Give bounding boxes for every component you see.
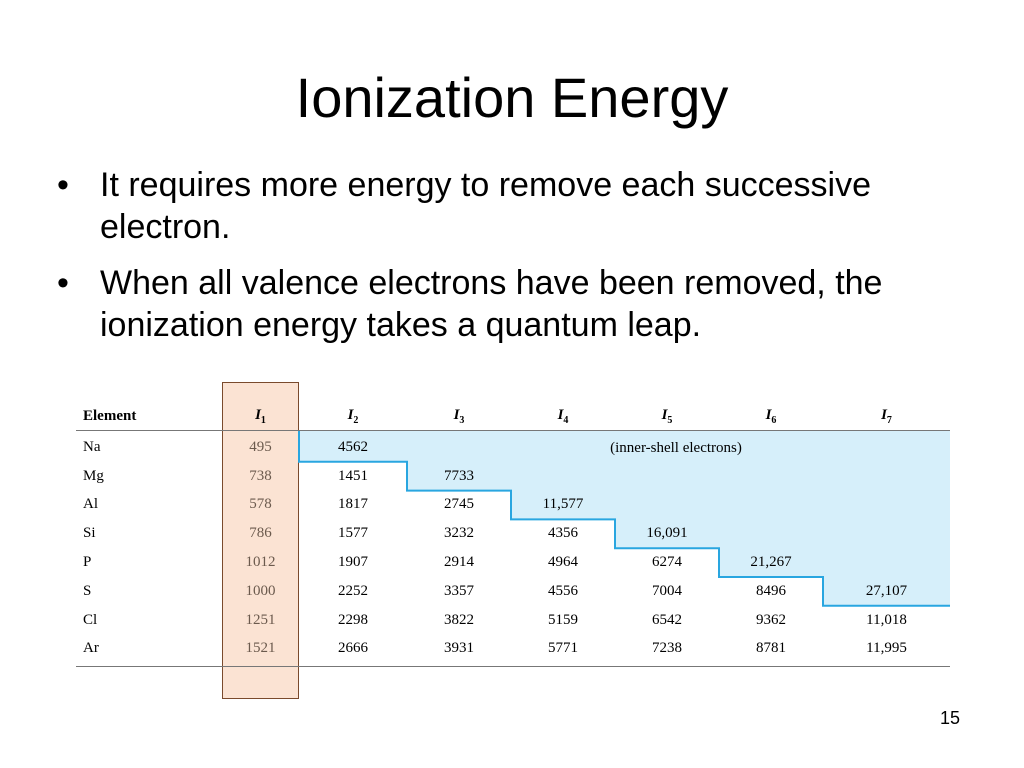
energy-cell-i2: 1577 xyxy=(338,525,368,542)
table-row: Mg 738 1451 7733 xyxy=(76,462,950,491)
energy-cell-i1: 1251 xyxy=(245,611,276,628)
energy-cell-i5 xyxy=(615,462,719,491)
inner-shell-note: (inner-shell electrons) xyxy=(610,440,742,456)
energy-cell-i7: 11,995 xyxy=(823,634,950,668)
energy-cell-i4: 5771 xyxy=(511,634,615,668)
energy-cell-i7 xyxy=(823,519,950,548)
slide-title: Ionization Energy xyxy=(295,66,729,129)
energy-cell-i4 xyxy=(511,462,615,491)
energy-cell-i4: 4964 xyxy=(548,554,578,571)
energy-cell-i2: 2666 xyxy=(299,634,407,668)
element-cell: S xyxy=(83,582,92,599)
energy-cell-i3 xyxy=(407,431,511,462)
inner-shell-fill xyxy=(299,430,950,606)
header-element: Element xyxy=(76,402,222,431)
header-i1: I1 xyxy=(222,402,299,431)
energy-cell-i6: 9362 xyxy=(756,611,786,628)
energy-cell-i4: 11,577 xyxy=(542,496,584,513)
element-cell: Si xyxy=(83,525,96,542)
energy-cell-i6 xyxy=(719,491,823,520)
ionization-table-figure: Element I1 I2 I3 I4 I5 I6 I7 Na 495 4562 Mg… xyxy=(76,382,950,700)
energy-cell-i1: 1012 xyxy=(245,554,276,571)
energy-cell-i7: 27,107 xyxy=(865,582,908,599)
energy-cell-i1: 738 xyxy=(249,467,272,484)
bullet-dot-icon: • xyxy=(57,264,69,302)
energy-cell-i5: 6542 xyxy=(652,611,682,628)
energy-cell-i2: 4562 xyxy=(338,438,368,455)
energy-cell-i6: 8496 xyxy=(756,582,786,599)
element-cell: Ar xyxy=(76,634,222,668)
energy-cell-i3: 3931 xyxy=(407,634,511,668)
bullet-item: • When all valence electrons have been r… xyxy=(57,262,987,346)
header-i6: I6 xyxy=(719,402,823,431)
table-row: Cl 1251 2298 3822 5159 6542 9362 11,018 xyxy=(76,606,950,635)
energy-cell-i1: 495 xyxy=(249,438,272,455)
energy-cell-i3: 7733 xyxy=(444,467,474,484)
table-body: Na 495 4562 Mg 738 1451 7733 Al 578 1817 2745 11,57… xyxy=(76,431,950,668)
energy-cell-i4 xyxy=(511,431,615,462)
header-i4: I4 xyxy=(511,402,615,431)
energy-cell-i3: 2914 xyxy=(444,554,474,571)
energy-cell-i1: 1000 xyxy=(245,582,276,599)
energy-cell-i6: 8781 xyxy=(719,634,823,668)
energy-cell-i1: 786 xyxy=(249,525,272,542)
element-cell: Mg xyxy=(83,467,104,484)
energy-cell-i5 xyxy=(615,491,719,520)
energy-cell-i6: 21,267 xyxy=(750,554,792,571)
bullet-list: • It requires more energy to remove each… xyxy=(57,164,987,360)
page-number: 15 xyxy=(939,708,960,728)
header-i7: I7 xyxy=(823,402,950,431)
energy-cell-i7 xyxy=(823,462,950,491)
ionization-energy-table: Element I1 I2 I3 I4 I5 I6 I7 Na 495 4562 Mg… xyxy=(76,402,950,668)
table-row: Ar 1521 2666 3931 5771 7238 8781 11,995 xyxy=(76,634,950,668)
element-cell: Al xyxy=(83,496,98,513)
table-row: S 1000 2252 3357 4556 7004 8496 27,107 xyxy=(76,577,950,606)
header-i5: I5 xyxy=(615,402,719,431)
table-row: Al 578 1817 2745 11,577 xyxy=(76,491,950,520)
table-header-row: Element I1 I2 I3 I4 I5 I6 I7 xyxy=(76,402,950,431)
header-i2: I2 xyxy=(299,402,407,431)
table-row: P 1012 1907 2914 4964 6274 21,267 xyxy=(76,548,950,577)
bullet-text: When all valence electrons have been rem… xyxy=(100,264,883,344)
energy-cell-i4: 4556 xyxy=(548,582,578,599)
inner-shell-region xyxy=(298,430,950,607)
energy-cell-i4: 4356 xyxy=(548,525,578,542)
energy-cell-i6 xyxy=(719,462,823,491)
energy-cell-i5: 7004 xyxy=(652,582,682,599)
energy-cell-i7 xyxy=(823,548,950,577)
energy-cell-i3: 3232 xyxy=(444,525,474,542)
bullet-item: • It requires more energy to remove each… xyxy=(57,164,987,248)
energy-cell-i3: 3822 xyxy=(444,611,474,628)
energy-cell-i5: 7238 xyxy=(615,634,719,668)
bullet-dot-icon: • xyxy=(57,166,69,204)
energy-cell-i2: 1907 xyxy=(338,554,368,571)
energy-cell-i2: 2298 xyxy=(338,611,368,628)
table-row: Si 786 1577 3232 4356 16,091 xyxy=(76,519,950,548)
element-cell: Cl xyxy=(83,611,98,628)
energy-cell-i5: 16,091 xyxy=(646,525,688,542)
energy-cell-i3: 3357 xyxy=(444,582,474,599)
energy-cell-i5: 6274 xyxy=(652,554,682,571)
energy-cell-i1: 578 xyxy=(249,496,272,513)
energy-cell-i4: 5159 xyxy=(548,611,578,628)
energy-cell-i7: 11,018 xyxy=(866,611,907,628)
element-cell: P xyxy=(83,554,92,571)
bullet-text: It requires more energy to remove each s… xyxy=(100,166,872,246)
energy-cell-i1: 1521 xyxy=(222,634,299,668)
table-row: Na 495 4562 xyxy=(76,431,950,462)
energy-cell-i7 xyxy=(823,491,950,520)
energy-cell-i3: 2745 xyxy=(444,496,474,513)
inner-shell-boundary xyxy=(298,430,950,607)
energy-cell-i2: 1817 xyxy=(338,496,368,513)
energy-cell-i2: 2252 xyxy=(338,582,368,599)
energy-cell-i6 xyxy=(719,519,823,548)
energy-cell-i7 xyxy=(823,431,950,462)
element-cell: Na xyxy=(83,438,101,455)
energy-cell-i2: 1451 xyxy=(338,467,368,484)
header-i3: I3 xyxy=(407,402,511,431)
